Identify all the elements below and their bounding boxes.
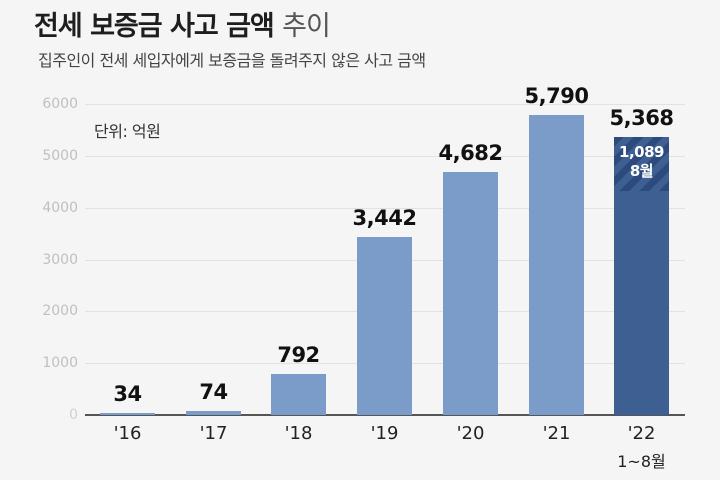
x-tick-label: '22 <box>627 423 656 444</box>
x-tick-label: '19 <box>370 423 399 444</box>
bar-16 <box>100 413 155 415</box>
bar-17 <box>186 411 241 415</box>
chart-title: 전세 보증금 사고 금액 추이 <box>34 4 331 43</box>
x-tick-label: '20 <box>456 423 485 444</box>
y-tick-label: 0 <box>69 407 78 423</box>
bar-19 <box>357 237 412 415</box>
title-light: 추이 <box>282 11 331 42</box>
value-label: 34 <box>113 382 142 406</box>
value-label: 4,682 <box>438 141 503 165</box>
chart-subtitle: 집주인이 전세 세입자에게 보증금을 돌려주지 않은 사고 금액 <box>38 51 426 70</box>
bar-21 <box>529 115 584 415</box>
y-tick-label: 2000 <box>42 303 78 319</box>
y-tick-label: 3000 <box>42 252 78 268</box>
value-label: 3,442 <box>352 206 417 230</box>
gridline <box>85 104 685 105</box>
y-tick-label: 1000 <box>42 355 78 371</box>
x-tick-label: '16 <box>113 423 142 444</box>
gridline <box>85 208 685 209</box>
value-label: 792 <box>277 343 320 367</box>
annotation-month: 8월 <box>629 162 654 180</box>
gridline <box>85 156 685 157</box>
y-tick-label: 6000 <box>42 96 78 112</box>
bar-20 <box>443 172 498 415</box>
x-tick-label: '21 <box>542 423 571 444</box>
hatched-segment <box>614 137 669 191</box>
x-tick-sublabel: 1~8월 <box>617 452 666 471</box>
bar-22: 1,089 8월 <box>614 137 669 415</box>
y-tick-label: 4000 <box>42 200 78 216</box>
annotation-value: 1,089 <box>619 143 664 161</box>
value-label: 74 <box>199 380 228 404</box>
value-label: 5,790 <box>524 84 589 108</box>
annotation-label: 1,089 8월 <box>614 143 669 181</box>
x-axis-line <box>85 414 685 416</box>
x-tick-label: '18 <box>284 423 313 444</box>
title-bold: 전세 보증금 사고 금액 <box>34 11 275 42</box>
x-tick-label: '17 <box>199 423 228 444</box>
value-label: 5,368 <box>609 106 674 130</box>
y-tick-label: 5000 <box>42 148 78 164</box>
unit-label: 단위: 억원 <box>94 122 161 141</box>
bar-18 <box>271 374 326 415</box>
